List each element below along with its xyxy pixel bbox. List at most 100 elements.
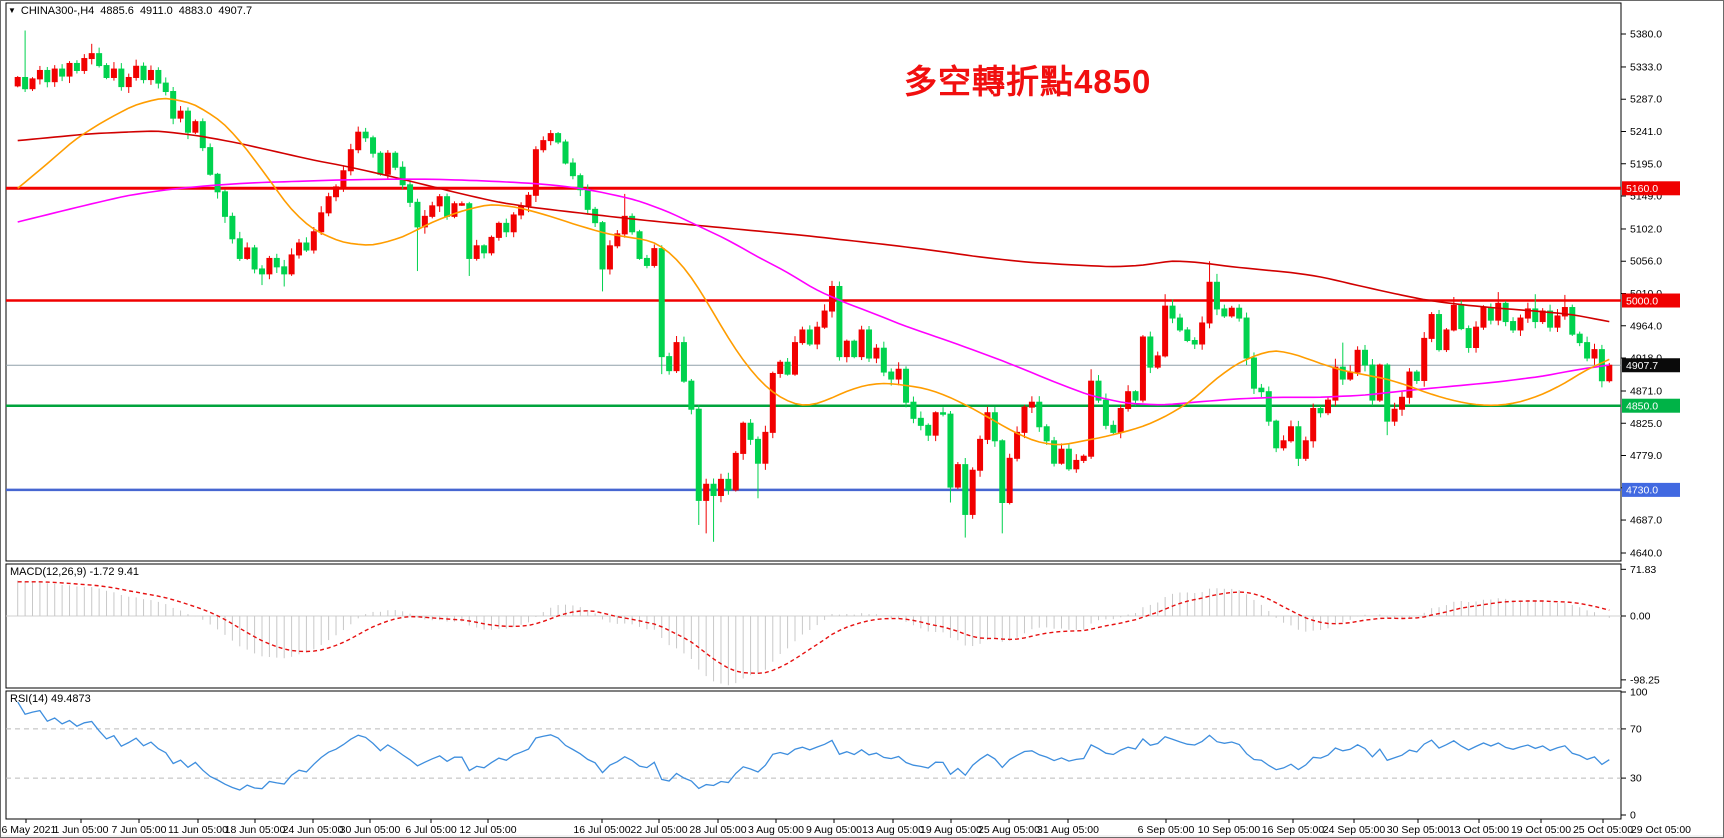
candle-body xyxy=(384,152,391,175)
time-tick-label: 19 Aug 05:00 xyxy=(920,824,982,836)
candlestick xyxy=(680,336,687,383)
candle-body xyxy=(1465,328,1472,349)
candle-body xyxy=(1495,302,1502,321)
candle-body xyxy=(466,203,473,259)
candle-body xyxy=(592,208,599,224)
candlestick xyxy=(1502,300,1509,327)
rsi-tick-label: 100 xyxy=(1630,687,1648,699)
candlestick xyxy=(1139,335,1146,403)
candlestick xyxy=(932,411,939,442)
candle-body xyxy=(799,329,806,344)
candlestick xyxy=(1465,325,1472,353)
candlestick xyxy=(1332,358,1339,406)
price-tick-label: 5056.0 xyxy=(1630,256,1662,268)
candlestick xyxy=(1436,309,1443,352)
candle-body xyxy=(340,170,347,188)
price-tick-label: 5380.0 xyxy=(1630,29,1662,41)
candlestick xyxy=(362,127,369,142)
candle-body xyxy=(214,173,221,193)
window-bottom-strip xyxy=(1,835,1723,837)
candle-body xyxy=(1265,391,1272,422)
candle-body xyxy=(503,222,510,233)
macd-signal-line xyxy=(17,581,1610,675)
candlestick xyxy=(1095,375,1102,403)
candlestick xyxy=(236,231,243,261)
candlestick xyxy=(954,462,961,490)
candlestick xyxy=(1324,396,1331,416)
candle-body xyxy=(1391,408,1398,422)
price-badge-5160.0 xyxy=(1622,181,1680,196)
candlestick xyxy=(503,218,510,238)
candlestick xyxy=(244,242,251,260)
candle-body xyxy=(829,285,836,312)
candlestick xyxy=(1287,420,1294,443)
candle-body xyxy=(1139,336,1146,401)
chart-text-annotation[interactable]: 多空轉折點4850 xyxy=(904,63,1152,100)
candlestick xyxy=(1206,261,1213,329)
candlestick xyxy=(377,151,384,176)
time-tick-label: 11 Jun 05:00 xyxy=(168,824,228,836)
price-badge-5000.0 xyxy=(1622,293,1680,308)
candle-body xyxy=(1132,391,1139,401)
candlestick xyxy=(1354,346,1361,377)
candlestick xyxy=(858,325,865,361)
macd-tick-label: 0.00 xyxy=(1630,611,1651,623)
candle-body xyxy=(547,133,554,142)
candle-body xyxy=(251,247,258,270)
candlestick xyxy=(118,63,125,91)
pane-divider-macd[interactable] xyxy=(1,557,1621,567)
candlestick xyxy=(1199,316,1206,350)
candle-body xyxy=(414,201,421,228)
candlestick xyxy=(155,67,162,89)
candle-body xyxy=(888,371,895,380)
price-badge-4850.0 xyxy=(1622,398,1680,413)
time-tick-label: 19 Oct 05:00 xyxy=(1511,824,1571,836)
candlestick xyxy=(577,173,584,197)
candle-body xyxy=(858,329,865,358)
macd-tick-label: -98.25 xyxy=(1630,674,1660,686)
time-tick-label: 18 Jun 05:00 xyxy=(225,824,286,836)
price-badge-4730.0 xyxy=(1622,482,1680,497)
candlestick xyxy=(866,326,873,362)
candle-body xyxy=(1184,329,1191,341)
candle-body xyxy=(932,412,939,436)
candlestick xyxy=(325,192,332,217)
candlestick xyxy=(925,423,932,442)
low-value: 4883.0 xyxy=(178,5,213,17)
candlestick xyxy=(1250,352,1257,394)
candlestick xyxy=(1191,337,1198,350)
candlestick xyxy=(36,65,43,85)
candle-body xyxy=(1280,440,1287,449)
candle-body xyxy=(199,121,206,149)
candle-body xyxy=(695,408,702,501)
candle-body xyxy=(821,310,828,328)
candlestick xyxy=(569,158,576,180)
candle-body xyxy=(1436,314,1443,351)
candle-body xyxy=(88,53,95,60)
symbol-dropdown-icon[interactable]: ▼ xyxy=(8,6,16,15)
candlestick xyxy=(977,435,984,477)
candlestick xyxy=(370,135,377,158)
price-axis[interactable] xyxy=(1621,1,1723,819)
candle-body xyxy=(1576,333,1583,344)
time-tick-label: 30 Jun 05:00 xyxy=(340,824,401,836)
candlestick xyxy=(1450,297,1457,332)
candlestick xyxy=(266,255,273,280)
candle-body xyxy=(81,58,88,71)
candle-body xyxy=(325,196,332,214)
candlestick xyxy=(1021,404,1028,439)
candlestick xyxy=(1510,317,1517,333)
candlestick xyxy=(1080,454,1087,464)
symbol-period-label: CHINA300-,H4 xyxy=(20,5,95,17)
pane-border-1 xyxy=(5,563,1622,689)
ma-medium xyxy=(17,178,1610,406)
candle-body xyxy=(184,110,191,133)
candle-body xyxy=(429,205,436,217)
candlestick xyxy=(717,473,724,503)
candlestick xyxy=(962,457,969,538)
candlestick xyxy=(1176,313,1183,333)
pane-divider-rsi[interactable] xyxy=(1,684,1621,694)
candle-body xyxy=(303,242,310,251)
